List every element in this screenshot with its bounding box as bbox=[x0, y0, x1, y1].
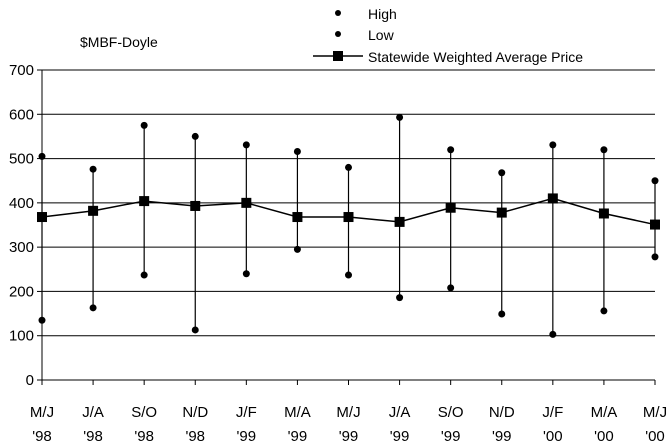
x-tick-label-period: N/D bbox=[182, 404, 208, 421]
x-tick-label-year: '99 bbox=[441, 428, 461, 445]
y-unit-label: $MBF-Doyle bbox=[80, 34, 158, 50]
average-point bbox=[650, 219, 660, 230]
average-point bbox=[547, 193, 558, 204]
x-tick-label: J/F '00 bbox=[542, 404, 563, 445]
average-point bbox=[496, 207, 507, 218]
x-tick-label: J/A '99 bbox=[389, 404, 411, 445]
x-tick-label-period: J/A bbox=[82, 404, 104, 421]
high-point bbox=[600, 146, 608, 154]
average-point bbox=[343, 212, 354, 223]
y-tick-label: 200 bbox=[9, 283, 34, 300]
y-tick-label: 700 bbox=[9, 62, 34, 79]
high-point bbox=[396, 113, 404, 121]
x-tick-label-period: S/O bbox=[131, 404, 157, 421]
low-point bbox=[242, 270, 250, 278]
average-point bbox=[37, 212, 47, 223]
x-tick-label-year: '00 bbox=[543, 428, 563, 445]
x-tick-label-period: M/A bbox=[591, 404, 618, 421]
x-tick-label-year: '99 bbox=[339, 428, 359, 445]
high-point bbox=[89, 165, 97, 173]
legend-low-label: Low bbox=[368, 27, 395, 43]
x-tick-label: S/O '99 bbox=[438, 404, 464, 445]
low-point bbox=[140, 271, 148, 279]
high-point bbox=[140, 121, 148, 129]
x-tick-label-period: N/D bbox=[489, 404, 515, 421]
x-tick-label-period: M/J bbox=[643, 404, 667, 421]
high-point bbox=[498, 169, 506, 177]
legend-high-marker bbox=[335, 10, 341, 16]
high-point bbox=[447, 146, 455, 154]
x-tick-label: M/J '00 bbox=[643, 404, 667, 445]
low-point bbox=[651, 253, 659, 261]
high-point bbox=[293, 147, 301, 155]
x-tick-label-year: '99 bbox=[288, 428, 308, 445]
x-tick-label-year: '98 bbox=[32, 428, 52, 445]
y-tick-label: 400 bbox=[9, 195, 34, 212]
low-point bbox=[191, 326, 199, 334]
average-point bbox=[598, 208, 609, 219]
legend-high-label: High bbox=[368, 6, 397, 22]
low-point bbox=[293, 245, 301, 253]
x-tick-label-period: J/A bbox=[389, 404, 411, 421]
high-low-ranges bbox=[41, 117, 656, 335]
low-point bbox=[89, 304, 97, 312]
low-point bbox=[447, 284, 455, 292]
x-tick-label-year: '98 bbox=[83, 428, 103, 445]
average-point bbox=[394, 216, 405, 227]
average-point bbox=[445, 202, 456, 213]
x-tick-label: S/O '98 bbox=[131, 404, 157, 445]
x-tick-label-year: '99 bbox=[237, 428, 257, 445]
high-point bbox=[345, 163, 352, 171]
y-tick-label: 0 bbox=[26, 372, 34, 389]
axes bbox=[37, 69, 656, 385]
low-point bbox=[38, 316, 46, 324]
x-tick-label: M/J '98 bbox=[30, 404, 54, 445]
x-tick-label-year: '00 bbox=[645, 428, 665, 445]
low-point bbox=[396, 294, 404, 302]
x-tick-label: J/A '98 bbox=[82, 404, 104, 445]
x-tick-label-year: '99 bbox=[390, 428, 410, 445]
average-point bbox=[139, 196, 150, 207]
tick-labels: 0 100 200 300 400 500 600 700 M/J '98 J/A '98 S/O '98… bbox=[9, 62, 667, 445]
low-point bbox=[600, 307, 608, 315]
y-tick-label: 100 bbox=[9, 328, 34, 345]
high-point bbox=[242, 141, 250, 149]
legend-low-marker bbox=[335, 31, 341, 37]
x-tick-label-period: J/F bbox=[236, 404, 257, 421]
high-point bbox=[651, 177, 659, 185]
legend-average-marker bbox=[333, 51, 343, 61]
high-point bbox=[191, 132, 199, 140]
x-tick-label-period: M/J bbox=[336, 404, 360, 421]
average-point bbox=[241, 197, 252, 208]
high-point bbox=[549, 141, 557, 149]
x-tick-label: J/F '99 bbox=[236, 404, 257, 445]
high-point bbox=[38, 152, 46, 160]
legend: High Low Statewide Weighted Average Price bbox=[313, 6, 583, 65]
average-point bbox=[88, 205, 99, 216]
low-point bbox=[549, 330, 557, 338]
x-tick-label-year: '99 bbox=[492, 428, 512, 445]
legend-average-label: Statewide Weighted Average Price bbox=[368, 49, 583, 65]
low-point bbox=[345, 271, 352, 279]
x-tick-label-year: '98 bbox=[185, 428, 205, 445]
y-tick-label: 300 bbox=[9, 239, 34, 256]
x-tick-label: N/D '98 bbox=[182, 404, 208, 445]
x-tick-label: M/A '99 bbox=[284, 404, 311, 445]
average-point bbox=[190, 200, 201, 211]
x-tick-label-year: '00 bbox=[594, 428, 614, 445]
x-tick-label-period: S/O bbox=[438, 404, 464, 421]
y-tick-label: 600 bbox=[9, 106, 34, 123]
x-tick-label-year: '98 bbox=[134, 428, 154, 445]
x-tick-label: M/J '99 bbox=[336, 404, 360, 445]
average-point bbox=[292, 212, 303, 223]
low-point bbox=[498, 310, 506, 318]
x-tick-label: N/D '99 bbox=[489, 404, 515, 445]
x-tick-label-period: J/F bbox=[542, 404, 563, 421]
series bbox=[37, 113, 660, 338]
x-tick-label-period: M/J bbox=[30, 404, 54, 421]
x-tick-label: M/A '00 bbox=[591, 404, 618, 445]
y-tick-label: 500 bbox=[9, 151, 34, 168]
x-tick-label-period: M/A bbox=[284, 404, 311, 421]
